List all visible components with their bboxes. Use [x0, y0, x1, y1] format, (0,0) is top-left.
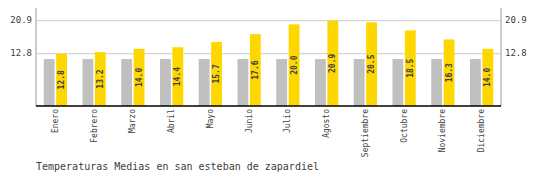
x-tick-label: Enero: [51, 109, 60, 133]
y2-axis-line: [501, 8, 502, 106]
x-tick-label: Agosto: [322, 109, 331, 138]
x-tick-label: Noviembre: [438, 109, 447, 153]
data-label: 14.4: [173, 67, 182, 86]
x-tick-label: Octubre: [400, 109, 409, 143]
bar: [83, 59, 94, 106]
bar: [238, 59, 249, 106]
y-tick-label: 12.8: [10, 48, 32, 58]
data-label: 15.7: [212, 64, 221, 83]
bar: [276, 59, 287, 106]
data-label: 20.9: [328, 54, 337, 73]
data-label: 17.6: [251, 60, 260, 79]
x-tick-label: Febrero: [90, 109, 99, 143]
bar: [44, 59, 55, 106]
bar: [121, 59, 132, 106]
y2-tick-label: 12.8: [505, 48, 527, 58]
data-label: 14.0: [483, 68, 492, 87]
data-label: 13.2: [96, 69, 105, 88]
data-label: 12.8: [57, 70, 66, 89]
bar: [405, 30, 416, 106]
bar: [289, 24, 300, 106]
bar: [393, 59, 404, 106]
x-tick-label: Diciembre: [477, 109, 486, 153]
bar: [366, 22, 377, 106]
x-tick-label: Julio: [283, 109, 292, 133]
y2-tick-label: 20.9: [505, 15, 527, 25]
x-tick-label: Septiembre: [361, 109, 370, 157]
chart: 12.8 20.9 12.8 20.9 12.8 13.2 14.0 14.4 15.7 17.6…: [0, 0, 537, 174]
data-label: 18.5: [406, 58, 415, 77]
bar: [327, 21, 338, 106]
grid-line: [36, 20, 501, 21]
data-label: 14.0: [135, 68, 144, 87]
bars: [44, 21, 494, 106]
bar: [470, 59, 481, 106]
bar: [444, 39, 455, 106]
data-label: 16.3: [445, 63, 454, 82]
bar: [172, 47, 183, 106]
data-label: 20.5: [367, 54, 376, 73]
x-tick-label: Abril: [167, 109, 176, 133]
bar: [95, 52, 106, 106]
bar: [56, 54, 67, 106]
bar: [211, 42, 222, 106]
bar: [431, 59, 442, 106]
bar: [134, 49, 145, 106]
x-tick-label: Marzo: [128, 109, 137, 133]
x-axis-line: [36, 105, 501, 107]
bar: [160, 59, 171, 106]
bar: [482, 49, 493, 106]
title: Temperaturas Medias en san esteban de za…: [36, 161, 319, 172]
bar: [250, 34, 261, 106]
y-axis-line: [36, 8, 37, 106]
x-tick-label: Junio: [245, 109, 254, 133]
bar: [199, 59, 210, 106]
bar: [354, 59, 365, 106]
bar: [315, 59, 326, 106]
data-label: 20.0: [290, 55, 299, 74]
x-tick-label: Mayo: [206, 109, 215, 128]
y-tick-label: 20.9: [10, 15, 32, 25]
